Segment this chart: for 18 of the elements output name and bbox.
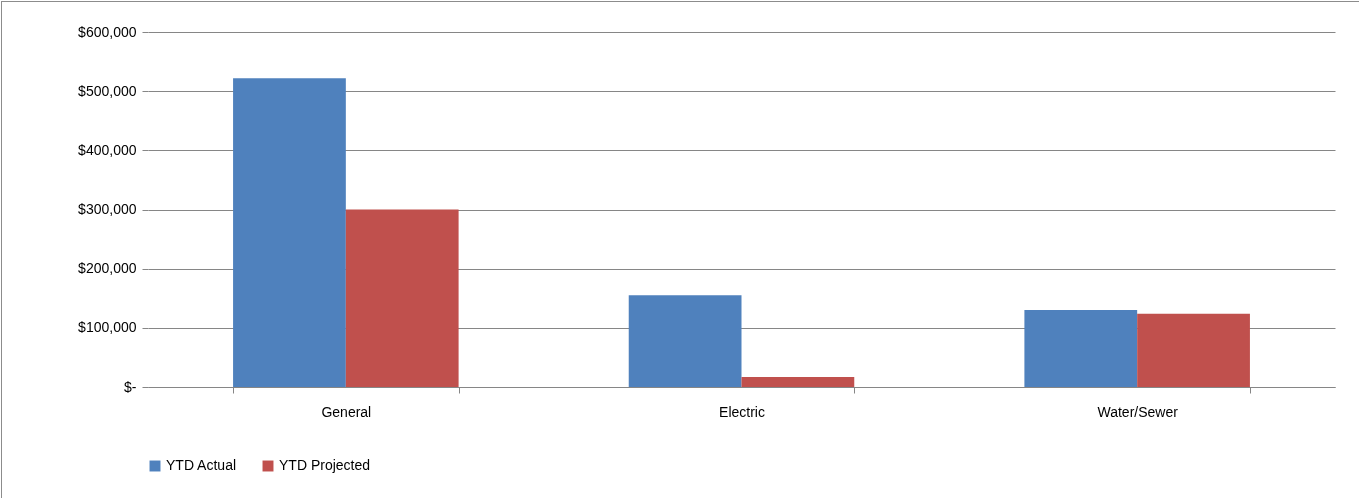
bar — [233, 78, 346, 387]
bar — [1137, 313, 1250, 387]
y-tick-label: $- — [124, 378, 137, 395]
y-tick-label: $300,000 — [78, 201, 137, 217]
x-tick-label: Water/Sewer — [1097, 403, 1179, 420]
y-tick-label: $400,000 — [78, 141, 137, 158]
bar — [1024, 310, 1138, 387]
y-tick-label: $500,000 — [78, 82, 137, 99]
bar — [741, 376, 855, 387]
x-tick-label: General — [321, 403, 372, 420]
legend-label: YTD Projected — [279, 457, 371, 473]
bar — [628, 295, 742, 387]
y-tick-label: $600,000 — [78, 23, 137, 40]
x-tick-label: Electric — [719, 403, 765, 420]
bar — [345, 209, 459, 387]
y-tick-label: $100,000 — [78, 319, 137, 336]
y-tick-label: $200,000 — [78, 260, 137, 277]
legend-label: YTD Actual — [166, 457, 237, 473]
